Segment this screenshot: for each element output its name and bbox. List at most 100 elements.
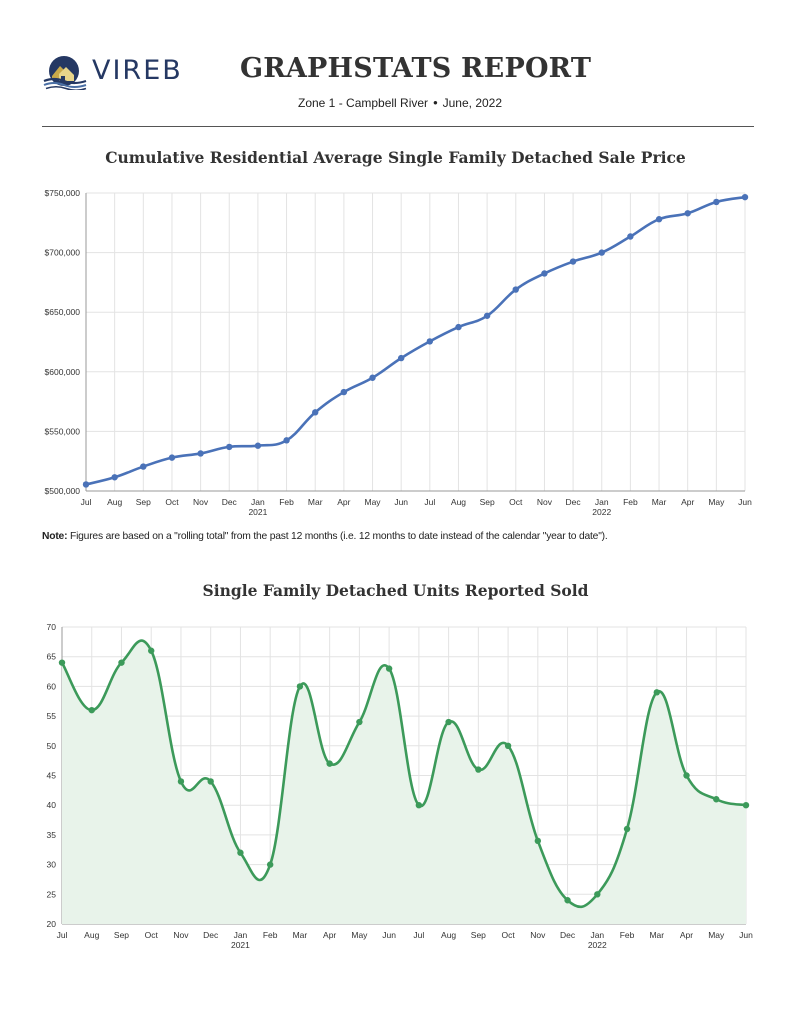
data-point[interactable] — [569, 258, 577, 265]
data-point[interactable] — [237, 849, 244, 856]
data-point[interactable] — [148, 647, 155, 654]
x-tick-label: Nov — [537, 497, 553, 507]
vireb-logo-icon — [43, 56, 87, 90]
series-area-fill — [62, 640, 746, 924]
chart-title-units-sold: Single Family Detached Units Reported So… — [202, 581, 589, 600]
data-point[interactable] — [296, 683, 304, 690]
x-tick-label: May — [708, 497, 725, 507]
x-tick-label: Aug — [84, 930, 99, 940]
data-point[interactable] — [455, 323, 462, 331]
zone-label: Zone 1 - Campbell River — [298, 96, 429, 110]
data-point[interactable] — [594, 891, 601, 898]
x-tick-label: Apr — [337, 497, 350, 507]
x-tick-label: Oct — [165, 497, 179, 507]
data-point[interactable] — [684, 210, 691, 217]
x-tick-label: Jun — [382, 930, 396, 940]
logo-wordmark: VIREB — [92, 55, 183, 86]
x-year-label: 2021 — [231, 940, 250, 950]
data-point[interactable] — [312, 409, 319, 416]
data-point[interactable] — [426, 338, 434, 345]
x-tick-label: Aug — [451, 497, 466, 507]
y-tick-label: 20 — [47, 919, 57, 929]
separator-dot: • — [433, 95, 438, 110]
x-tick-label: Jun — [739, 930, 753, 940]
data-point[interactable] — [326, 760, 333, 767]
data-point[interactable] — [683, 772, 690, 779]
data-point[interactable] — [226, 443, 233, 451]
data-point[interactable] — [653, 689, 660, 696]
data-point[interactable] — [741, 193, 749, 201]
data-point[interactable] — [385, 665, 393, 672]
y-tick-label: 60 — [47, 681, 57, 691]
data-point[interactable] — [742, 802, 750, 809]
x-tick-label: Feb — [263, 930, 278, 940]
data-point[interactable] — [168, 454, 176, 461]
data-point[interactable] — [623, 825, 631, 833]
x-tick-label: Dec — [203, 930, 219, 940]
data-point[interactable] — [197, 450, 204, 457]
data-point[interactable] — [713, 198, 720, 206]
data-point[interactable] — [541, 270, 548, 277]
data-point[interactable] — [655, 216, 663, 223]
x-tick-label: Feb — [279, 497, 294, 507]
x-tick-label: Nov — [530, 930, 546, 940]
x-year-label: 2021 — [248, 507, 267, 517]
x-tick-label: Sep — [114, 930, 129, 940]
x-tick-label: Aug — [441, 930, 456, 940]
data-point[interactable] — [177, 778, 185, 785]
x-tick-label: Apr — [680, 930, 693, 940]
data-point[interactable] — [564, 897, 571, 904]
data-point[interactable] — [445, 718, 452, 726]
data-point[interactable] — [82, 481, 90, 488]
data-point[interactable] — [415, 802, 423, 809]
y-tick-label: $500,000 — [45, 486, 81, 496]
x-tick-label: Jul — [81, 497, 92, 507]
data-point[interactable] — [483, 312, 491, 319]
data-point[interactable] — [266, 861, 274, 868]
data-point[interactable] — [475, 766, 482, 773]
x-tick-label: Dec — [222, 497, 238, 507]
x-tick-label: Mar — [652, 497, 667, 507]
x-tick-label: Jan — [234, 930, 248, 940]
x-tick-label: Jul — [57, 930, 68, 940]
x-tick-label: Aug — [107, 497, 122, 507]
x-tick-label: Dec — [566, 497, 582, 507]
data-point[interactable] — [397, 354, 405, 362]
report-subtitle: Zone 1 - Campbell River • June, 2022 — [298, 95, 502, 110]
x-tick-label: Mar — [649, 930, 664, 940]
report-header: VIREB GRAPHSTATS REPORT Zone 1 - Campbel… — [0, 0, 791, 128]
x-tick-label: Jul — [424, 497, 435, 507]
data-point[interactable] — [207, 778, 214, 785]
data-point[interactable] — [283, 437, 290, 444]
y-tick-label: 65 — [47, 652, 57, 662]
data-point[interactable] — [598, 249, 605, 256]
data-point[interactable] — [111, 474, 118, 481]
y-tick-label: $600,000 — [45, 367, 81, 377]
data-point[interactable] — [140, 463, 147, 470]
x-tick-label: Mar — [308, 497, 323, 507]
data-point[interactable] — [534, 837, 542, 845]
y-tick-label: $700,000 — [45, 248, 81, 258]
data-point[interactable] — [369, 374, 376, 381]
x-tick-label: Apr — [681, 497, 694, 507]
data-point[interactable] — [356, 718, 363, 726]
data-point[interactable] — [58, 659, 66, 666]
x-tick-label: Sep — [480, 497, 495, 507]
data-point[interactable] — [512, 286, 519, 293]
y-tick-label: 35 — [47, 830, 57, 840]
x-tick-label: Jul — [413, 930, 424, 940]
data-point[interactable] — [88, 706, 95, 714]
data-point[interactable] — [254, 442, 262, 449]
x-year-label: 2022 — [588, 940, 607, 950]
y-tick-label: 30 — [47, 860, 57, 870]
data-point[interactable] — [340, 388, 348, 396]
chart-title-sale-price: Cumulative Residential Average Single Fa… — [105, 148, 686, 167]
data-point[interactable] — [118, 659, 125, 666]
note-label: Note: — [42, 531, 68, 542]
data-point[interactable] — [504, 742, 512, 749]
data-point[interactable] — [713, 796, 720, 803]
x-tick-label: Dec — [560, 930, 576, 940]
y-tick-label: $550,000 — [45, 426, 81, 436]
data-point[interactable] — [627, 233, 634, 240]
x-tick-label: May — [708, 930, 725, 940]
